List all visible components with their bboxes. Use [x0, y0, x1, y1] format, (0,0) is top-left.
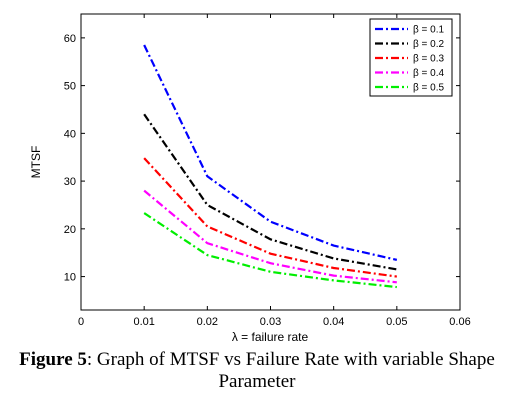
- series-line-3: [143, 157, 397, 278]
- y-tick-label: 40: [64, 128, 76, 140]
- x-tick-label: 0.06: [449, 316, 470, 328]
- legend-label: β = 0.2: [413, 39, 444, 50]
- series-line-2: [143, 113, 398, 271]
- y-tick-label: 30: [64, 176, 76, 188]
- x-axis-label: λ = failure rate: [232, 330, 309, 344]
- x-tick-label: 0.05: [386, 316, 407, 328]
- axis-ticks: 0 0.01 0.02 0.03 0.04 0.05 0.06 10 20 30 40 50 60: [64, 14, 471, 328]
- series-line-4: [143, 189, 397, 284]
- x-tick-label: 0.04: [323, 316, 344, 328]
- legend-label: β = 0.5: [413, 83, 444, 94]
- y-tick-label: 60: [64, 33, 76, 45]
- legend-label: β = 0.3: [413, 54, 444, 65]
- y-axis-label: MTSF: [29, 146, 43, 179]
- series-layer: [143, 44, 398, 289]
- chart: 0 0.01 0.02 0.03 0.04 0.05 0.06 10 20 30 40 50 60 β …: [29, 13, 471, 344]
- x-tick-label: 0.03: [260, 316, 281, 328]
- figure-caption-label: Figure 5: [19, 349, 87, 370]
- legend: β = 0.1 β = 0.2 β = 0.3 β = 0.4 β = 0.5: [369, 18, 453, 97]
- figure-caption-text: : Graph of MTSF vs Failure Rate with var…: [86, 349, 495, 392]
- x-tick-label: 0: [78, 316, 84, 328]
- legend-box: [369, 18, 453, 97]
- legend-label: β = 0.4: [413, 68, 444, 79]
- figure-caption: Figure 5: Graph of MTSF vs Failure Rate …: [0, 349, 514, 393]
- series-line-5: [143, 212, 397, 289]
- x-tick-label: 0.01: [133, 316, 154, 328]
- series-line-1: [143, 44, 398, 261]
- x-tick-label: 0.02: [197, 316, 218, 328]
- y-tick-label: 10: [64, 272, 76, 284]
- legend-label: β = 0.1: [413, 25, 444, 36]
- y-tick-label: 50: [64, 81, 76, 93]
- y-tick-label: 20: [64, 224, 76, 236]
